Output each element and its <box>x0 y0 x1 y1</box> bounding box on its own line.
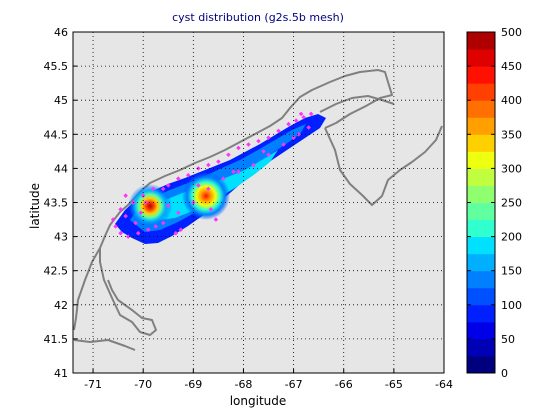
colorbar-segment <box>467 134 495 152</box>
x-tick-label: -67 <box>285 378 303 391</box>
colorbar-segment <box>467 83 495 101</box>
y-tick-label: 42 <box>54 299 68 312</box>
coastline-bay-of-fundy <box>319 95 395 113</box>
colorbar-tick-label: 200 <box>501 231 522 244</box>
station-marker <box>296 132 301 137</box>
colorbar-segment <box>467 304 495 323</box>
colorbar: 0 50 100 150 200 250 300 350 400 450 500 <box>466 26 522 380</box>
x-axis-ticks: -71 -70 -69 -68 -67 -66 -65 -64 <box>84 369 453 391</box>
coastline-long-island <box>73 339 136 351</box>
y-axis-ticks: 41 41.5 42 42.5 43 43.5 44 44.5 45 45.5 46 <box>44 26 77 380</box>
x-tick-label: -65 <box>385 378 403 391</box>
x-tick-label: -70 <box>134 378 152 391</box>
cyst-hotspot-west <box>128 184 172 228</box>
station-marker <box>266 152 271 158</box>
cyst-hotspot-east <box>182 172 230 220</box>
colorbar-segment <box>467 270 495 289</box>
plot-area: -71 -70 -69 -68 -67 -66 -65 -64 4141.54242.5434… <box>44 26 453 391</box>
y-axis-label: latitude <box>28 183 42 229</box>
y-tick-label: 42.5 <box>44 265 69 278</box>
colorbar-segment <box>467 202 495 221</box>
colorbar-segment <box>467 117 495 135</box>
station-marker <box>123 213 128 219</box>
colorbar-tick-label: 0 <box>501 367 508 380</box>
y-tick-label: 46 <box>54 26 68 39</box>
grid-lines <box>73 32 444 373</box>
x-axis-label: longitude <box>230 394 287 408</box>
cyst-field <box>115 114 326 244</box>
chart-title: cyst distribution (g2s.5b mesh) <box>172 11 344 24</box>
colorbar-segment <box>467 253 495 272</box>
colorbar-tick-label: 350 <box>501 128 522 141</box>
colorbar-tick-label: 150 <box>501 265 522 278</box>
station-marker <box>110 217 116 222</box>
coastline-massachusetts <box>73 247 157 336</box>
x-tick-label: -68 <box>234 378 252 391</box>
y-tick-label: 43 <box>54 231 68 244</box>
y-tick-label: 41 <box>54 367 68 380</box>
colorbar-tick-label: 300 <box>501 162 522 175</box>
colorbar-tick-label: 50 <box>501 333 515 346</box>
y-tick-label: 45.5 <box>44 60 69 73</box>
colorbar-segment <box>467 151 495 169</box>
x-tick-label: -69 <box>184 378 202 391</box>
colorbar-segment <box>467 168 495 186</box>
colorbar-segment <box>467 287 495 306</box>
colorbar-segment <box>467 236 495 255</box>
y-tick-label: 41.5 <box>44 333 69 346</box>
colorbar-tick-label: 450 <box>501 60 522 73</box>
colorbar-tick-label: 500 <box>501 26 522 39</box>
station-marker <box>118 230 123 236</box>
colorbar-segment <box>467 338 495 357</box>
station-marker <box>256 138 261 144</box>
colorbar-segment <box>467 185 495 203</box>
colorbar-segment <box>467 100 495 118</box>
colorbar-segment <box>467 321 495 340</box>
y-tick-label: 44.5 <box>44 128 69 141</box>
colorbar-segment <box>467 66 495 84</box>
colorbar-segment <box>467 32 495 50</box>
y-tick-label: 45 <box>54 94 68 107</box>
colorbar-tick-label: 100 <box>501 299 522 312</box>
y-tick-label: 44 <box>54 162 68 175</box>
y-tick-label: 43.5 <box>44 197 69 210</box>
x-tick-label: -66 <box>335 378 353 391</box>
station-marker <box>118 207 123 212</box>
station-marker <box>123 193 128 198</box>
colorbar-tick-label: 400 <box>501 94 522 107</box>
x-tick-label: -71 <box>84 378 102 391</box>
coastline-nova-scotia <box>324 125 443 206</box>
map-layer <box>73 32 444 373</box>
colorbar-segment <box>467 355 495 374</box>
colorbar-segment <box>467 49 495 67</box>
x-tick-label: -64 <box>435 378 453 391</box>
colorbar-tick-label: 250 <box>501 197 522 210</box>
colorbar-segment <box>467 219 495 238</box>
